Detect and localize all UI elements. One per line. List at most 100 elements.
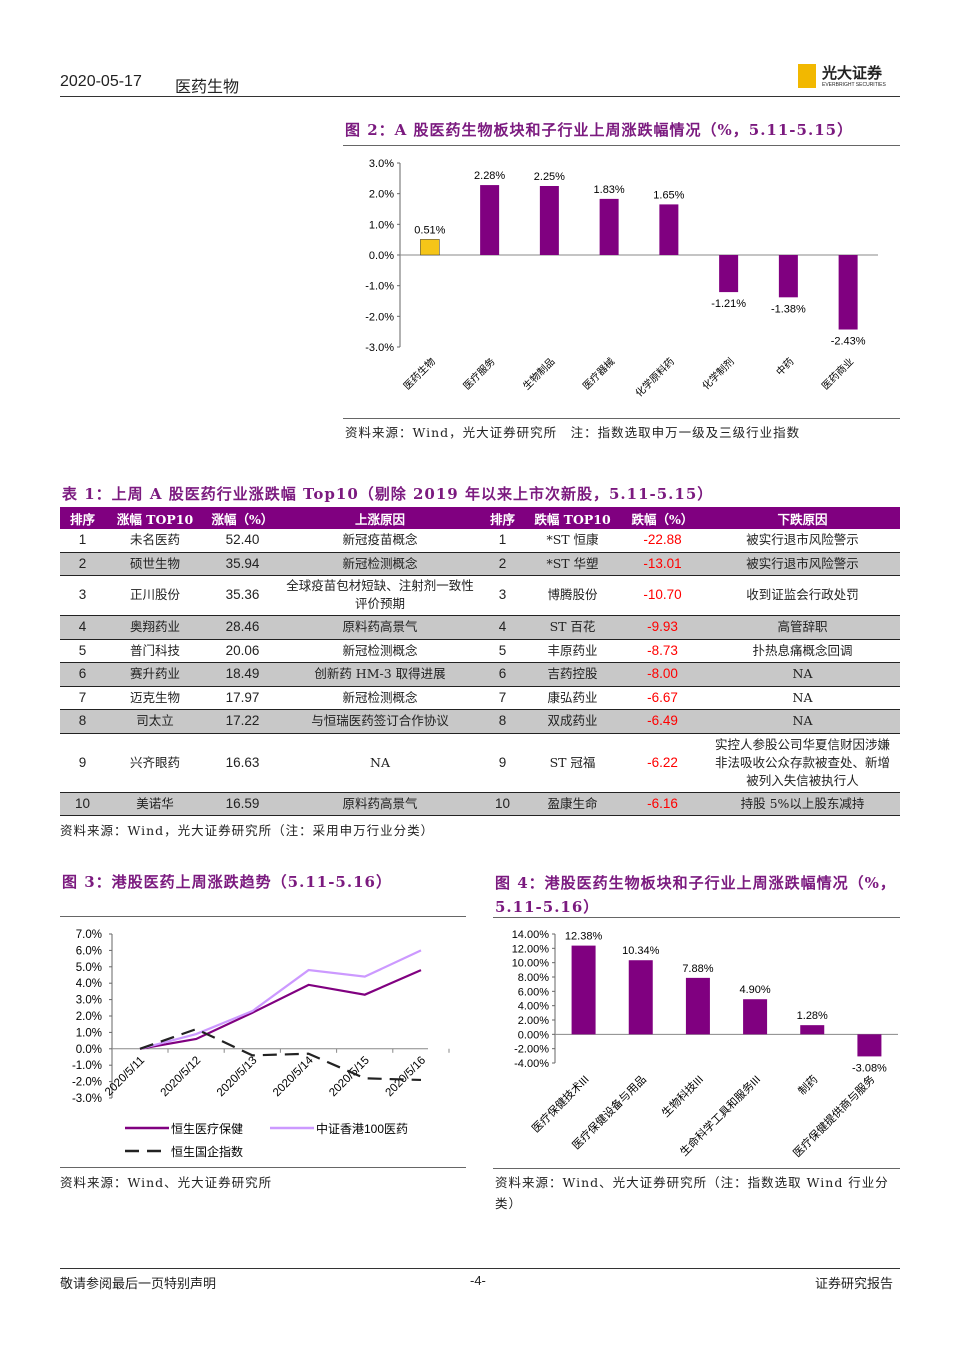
table-cell: 与恒瑞医药签订合作协议 xyxy=(280,708,480,734)
y-tick-label: 8.00% xyxy=(518,972,549,984)
table-cell: 兴齐眼药 xyxy=(129,754,180,770)
table-cell: 创新药 HM-3 取得进展 xyxy=(280,661,480,687)
table-cell: 博腾股份 xyxy=(547,587,598,602)
fig3-title: 图 3：港股医药上周涨跌趋势（5.11-5.16） xyxy=(62,873,392,891)
table-cell: 司太立 xyxy=(105,708,205,734)
table-cell: -22.88 xyxy=(643,532,682,548)
table-header-row: 排序 涨幅 TOP10 涨幅（%） 上涨原因 排序 跌幅 TOP10 跌幅（%） 下跌原因 xyxy=(60,507,900,529)
table-cell: 被实行退市风险警示 xyxy=(705,551,900,576)
table-cell: -10.70 xyxy=(643,587,682,602)
table-cell: 10 xyxy=(480,791,525,816)
table-cell: -9.93 xyxy=(620,614,705,640)
table-cell: -8.73 xyxy=(647,642,678,658)
table-cell: 28.46 xyxy=(205,614,280,640)
fig4-title: 图 4：港股医药生物板块和子行业上周涨跌幅情况（%，5.11-5.16） xyxy=(495,874,896,916)
table-cell: 康弘药业 xyxy=(547,689,598,705)
table-cell: 盈康生命 xyxy=(525,791,620,816)
fig4-rule xyxy=(493,917,900,918)
table-cell: 8 xyxy=(60,708,105,734)
logo-text: 光大证券 xyxy=(822,64,883,82)
data-label: 4.90% xyxy=(739,984,770,996)
y-tick-label: 0.0% xyxy=(369,250,394,262)
y-tick-label: 4.0% xyxy=(76,978,102,990)
table-cell: -6.67 xyxy=(647,689,678,705)
table-cell: 35.36 xyxy=(225,587,260,602)
y-tick-label: 2.0% xyxy=(369,189,394,201)
table-cell: 奥翔药业 xyxy=(105,614,205,640)
bar xyxy=(480,185,500,255)
data-label: -3.08% xyxy=(852,1062,887,1074)
table-cell: ST 冠福 xyxy=(549,754,596,770)
y-tick-label: 6.00% xyxy=(518,986,549,998)
page-number: -4- xyxy=(470,1273,486,1288)
table-row: 4 奥翔药业 28.46 原料药高景气 4 ST 百花 -9.93 高管辞职 xyxy=(60,614,900,640)
x-tick-label: 中药 xyxy=(773,355,796,378)
table-cell: 赛升药业 xyxy=(105,661,205,687)
y-tick-label: 14.00% xyxy=(512,929,550,941)
table-cell: 正川股份 xyxy=(129,587,180,602)
table-cell: 5 xyxy=(78,642,87,658)
y-tick-label: 3.0% xyxy=(76,995,102,1007)
logo-mark-icon xyxy=(798,64,816,88)
table-header-cell: 下跌原因 xyxy=(705,507,900,529)
header-rule xyxy=(60,96,900,97)
table-cell: 新冠检测概念 xyxy=(342,642,418,658)
bar xyxy=(857,1034,882,1057)
table-cell: 16.59 xyxy=(205,791,280,816)
bar xyxy=(599,198,619,255)
table-cell: NA xyxy=(792,689,813,705)
table-row: 8 司太立 17.22 与恒瑞医药签订合作协议 8 双成药业 -6.49 NA xyxy=(60,708,900,734)
x-tick-label: 医疗服务 xyxy=(460,355,497,392)
fig2-source-rule xyxy=(343,418,900,419)
table-cell: 双成药业 xyxy=(525,708,620,734)
fig2-chart: 3.0% 2.0% 1.0% 0.0% -1.0% -2.0% -3.0% 0.51% 医药生物… xyxy=(365,158,878,399)
series-line xyxy=(139,969,422,1050)
table-cell: 新冠检测概念 xyxy=(280,551,480,576)
table-cell: 原料药高景气 xyxy=(280,614,480,640)
fig3-source-rule xyxy=(60,1167,466,1168)
x-tick-label: 2020/5/12 xyxy=(159,1054,204,1099)
table-row: 10 美诺华 16.59 原料药高景气 10 盈康生命 -6.16 持股 5%以上股东减持 xyxy=(60,791,900,816)
table-cell: 新冠检测概念 xyxy=(342,689,418,705)
table-header-cell: 跌幅（%） xyxy=(620,507,705,529)
table1: 排序 涨幅 TOP10 涨幅（%） 上涨原因 排序 跌幅 TOP10 跌幅（%） 下跌原因 1… xyxy=(60,507,900,816)
data-label: -2.43% xyxy=(831,336,866,348)
y-tick-label: -2.0% xyxy=(365,311,394,323)
y-tick-label: 2.0% xyxy=(76,1011,102,1023)
y-tick-label: 1.0% xyxy=(76,1027,102,1039)
fig3-chart: 7.0% 6.0% 5.0% 4.0% 3.0% 2.0% 1.0% 0.0% -1.0% -2.… xyxy=(72,929,450,1159)
bar xyxy=(719,255,739,293)
table-header-cell: 涨幅 TOP10 xyxy=(105,507,205,529)
table-cell: *ST 恒康 xyxy=(546,532,599,548)
x-tick-label: 医疗保健技术III xyxy=(529,1072,592,1135)
y-tick-label: 3.0% xyxy=(369,158,394,170)
table-row: 7 迈克生物 17.97 新冠检测概念 7 康弘药业 -6.67 NA xyxy=(60,686,900,709)
y-tick-label: 4.00% xyxy=(518,1001,549,1013)
table-cell: -6.49 xyxy=(620,708,705,734)
y-tick-label: 2.00% xyxy=(518,1015,549,1027)
table-cell: -13.01 xyxy=(620,551,705,576)
data-label: 10.34% xyxy=(622,945,660,957)
table-cell: 6 xyxy=(60,661,105,687)
table-cell: -6.16 xyxy=(620,791,705,816)
data-label: -1.38% xyxy=(771,303,806,315)
table-cell: 52.40 xyxy=(225,532,260,548)
table-cell: -6.22 xyxy=(647,754,678,770)
table1-title: 表 1：上周 A 股医药行业涨跌幅 Top10（剔除 2019 年以来上市次新股… xyxy=(62,485,714,503)
bar xyxy=(800,1025,825,1035)
table-cell: NA xyxy=(370,754,390,770)
legend-label: 恒生国企指数 xyxy=(171,1144,243,1159)
data-label: 0.51% xyxy=(414,224,445,236)
x-tick-label: 2020/5/13 xyxy=(215,1054,260,1099)
table-row: 9 兴齐眼药 16.63 NA 9 ST 冠福 -6.22 实控人参股公司华夏信财因涉嫌非法吸… xyxy=(60,733,900,792)
table-cell: -8.00 xyxy=(620,661,705,687)
series-line xyxy=(139,949,422,1050)
table-cell: 3 xyxy=(498,587,507,602)
table-cell: 扑热息痛概念回调 xyxy=(752,642,853,658)
x-tick-label: 医疗器械 xyxy=(580,355,617,392)
table-cell: ST 百花 xyxy=(525,614,620,640)
table-cell: 高管辞职 xyxy=(705,614,900,640)
table-cell: 全球疫苗包材短缺、注射剂一致性评价预期 xyxy=(286,578,474,611)
bar xyxy=(838,255,858,330)
data-label: 1.28% xyxy=(797,1010,828,1022)
